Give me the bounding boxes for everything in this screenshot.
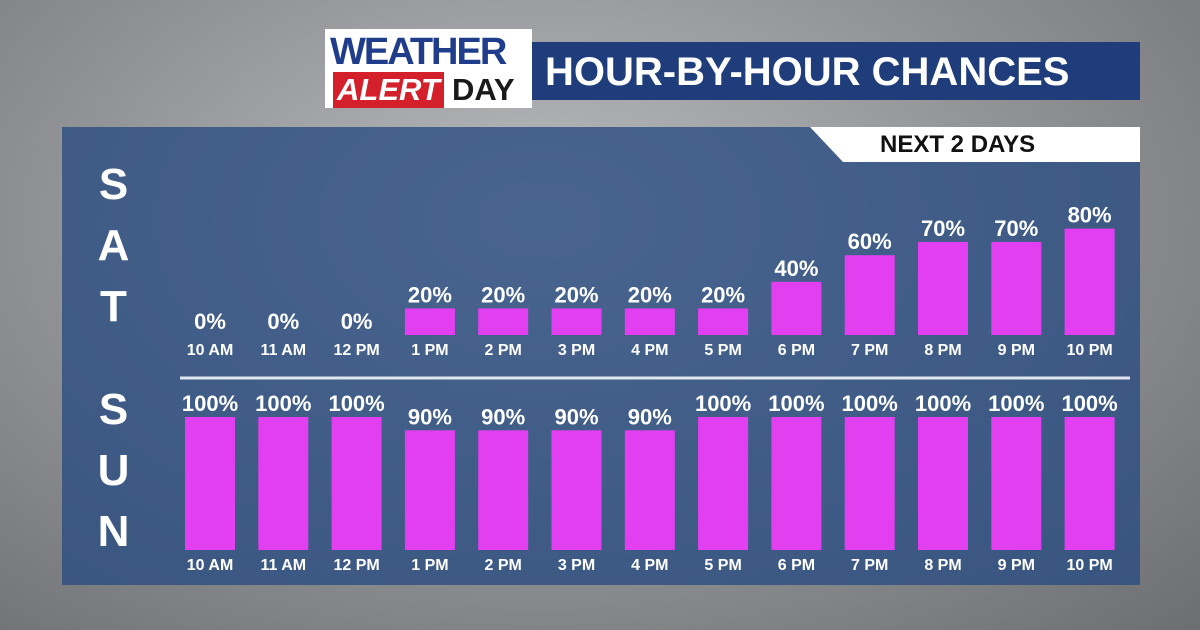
value-label: 60%: [848, 229, 892, 254]
title: HOUR-BY-HOUR CHANCES: [545, 50, 1070, 94]
category-label: 10 PM: [1066, 557, 1112, 574]
category-label: 1 PM: [411, 557, 448, 574]
value-label: 70%: [921, 216, 965, 241]
bar: [844, 255, 895, 335]
value-label: 100%: [988, 391, 1044, 416]
category-label: 8 PM: [924, 557, 961, 574]
category-label: 1 PM: [411, 342, 448, 359]
category-label: 10 AM: [187, 557, 234, 574]
bar: [478, 308, 529, 335]
title-bar: [532, 42, 1140, 100]
subtitle: NEXT 2 DAYS: [880, 131, 1036, 158]
category-label: 4 PM: [631, 342, 668, 359]
category-label: 5 PM: [704, 557, 741, 574]
category-label: 7 PM: [851, 557, 888, 574]
value-label: 100%: [842, 391, 898, 416]
bar: [918, 241, 968, 335]
value-label: 20%: [481, 282, 525, 307]
value-label: 40%: [774, 256, 818, 281]
category-label: 10 PM: [1066, 342, 1112, 359]
value-label: 100%: [182, 391, 238, 416]
value-label: 80%: [1068, 203, 1112, 228]
logo-top: WEATHER: [330, 31, 507, 73]
value-label: 90%: [481, 404, 525, 429]
bar: [991, 241, 1042, 335]
value-label: 70%: [994, 216, 1038, 241]
bar: [551, 430, 602, 550]
day-label: SUN: [89, 385, 138, 568]
value-label: 20%: [701, 282, 745, 307]
bar: [624, 308, 675, 335]
value-label: 0%: [341, 309, 373, 334]
category-label: 6 PM: [778, 342, 815, 359]
category-label: 2 PM: [485, 557, 522, 574]
category-label: 6 PM: [778, 557, 815, 574]
category-label: 3 PM: [558, 342, 595, 359]
category-label: 10 AM: [187, 342, 234, 359]
subtitle-tab: [810, 127, 1140, 162]
bar: [918, 417, 968, 550]
bar: [844, 417, 895, 550]
category-label: 7 PM: [851, 342, 888, 359]
bar: [698, 417, 749, 550]
value-label: 90%: [554, 404, 598, 429]
bar: [185, 417, 235, 550]
value-label: 100%: [915, 391, 971, 416]
bar: [991, 417, 1042, 550]
bar: [1064, 228, 1115, 335]
value-label: 100%: [768, 391, 824, 416]
value-label: 20%: [628, 282, 672, 307]
bar: [478, 430, 529, 550]
bar: [258, 417, 309, 550]
category-label: 2 PM: [485, 342, 522, 359]
bar: [771, 281, 822, 335]
logo-right: DAY: [452, 72, 515, 107]
bar: [331, 417, 382, 550]
value-label: 20%: [554, 282, 598, 307]
value-label: 100%: [1061, 391, 1117, 416]
bar: [404, 308, 455, 335]
category-label: 8 PM: [924, 342, 961, 359]
value-label: 100%: [255, 391, 311, 416]
bar: [624, 430, 675, 550]
bar: [551, 308, 602, 335]
bar: [1064, 417, 1115, 550]
category-label: 11 AM: [260, 342, 306, 359]
value-label: 0%: [267, 309, 299, 334]
category-label: 12 PM: [333, 557, 379, 574]
value-label: 100%: [695, 391, 751, 416]
category-label: 11 AM: [260, 557, 306, 574]
category-label: 9 PM: [998, 557, 1035, 574]
logo-left: ALERT: [333, 72, 444, 108]
value-label: 0%: [194, 309, 226, 334]
value-label: 100%: [328, 391, 384, 416]
category-label: 9 PM: [998, 342, 1035, 359]
category-label: 5 PM: [704, 342, 741, 359]
day-label: SAT: [89, 160, 138, 343]
category-label: 3 PM: [558, 557, 595, 574]
category-label: 12 PM: [333, 342, 379, 359]
bar: [698, 308, 749, 335]
value-label: 90%: [628, 404, 672, 429]
category-label: 4 PM: [631, 557, 668, 574]
value-label: 20%: [408, 282, 452, 307]
bar: [771, 417, 822, 550]
value-label: 90%: [408, 404, 452, 429]
bar: [404, 430, 455, 550]
